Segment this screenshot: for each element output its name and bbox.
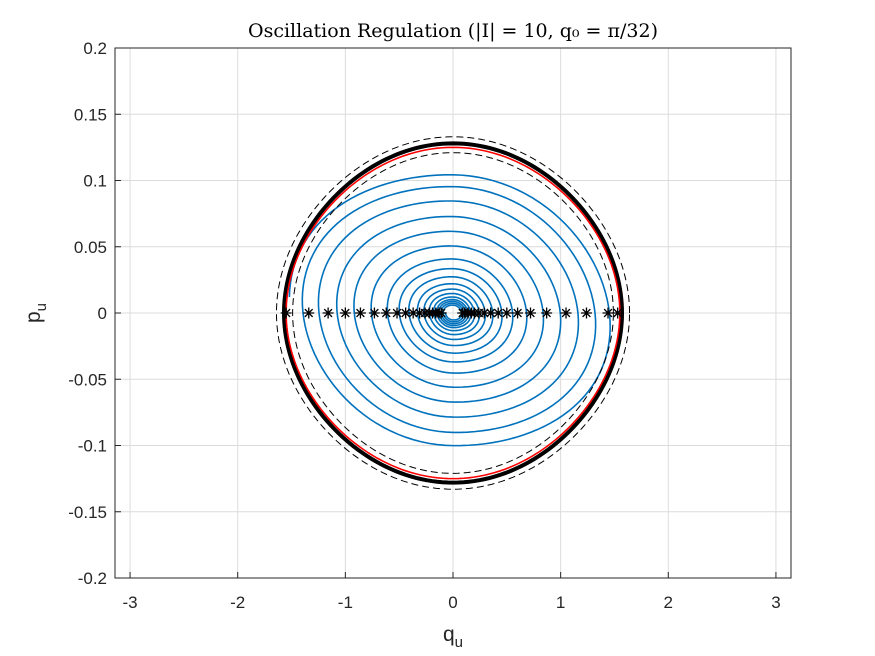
y-axis-label-main: p <box>22 311 45 323</box>
y-tick-label: -0.15 <box>68 503 107 522</box>
crossing-marker <box>400 307 412 319</box>
plot-area <box>275 136 631 490</box>
ticks: -3 -2 -1 0 1 2 3 0.2 0.15 0.1 0.05 0 -0.05 -0.1 -0.15 -… <box>68 39 780 612</box>
crossing-marker <box>478 307 490 319</box>
crossing-marker <box>354 307 366 319</box>
y-axis-label: pu <box>22 303 50 323</box>
crossing-marker <box>485 307 497 319</box>
x-axis-label: qu <box>443 623 463 651</box>
crossing-marker <box>368 307 380 319</box>
x-tick-label: 2 <box>664 593 673 612</box>
x-tick-label: 3 <box>771 593 780 612</box>
crossing-marker <box>501 307 513 319</box>
y-tick-label: -0.2 <box>78 569 107 588</box>
x-axis-label-main: q <box>443 623 455 646</box>
y-tick-label: 0.1 <box>83 172 107 191</box>
y-tick-label: 0.05 <box>74 238 107 257</box>
crossing-marker <box>435 307 447 319</box>
x-tick-label: 1 <box>556 593 565 612</box>
crossing-marker <box>280 307 292 319</box>
y-tick-label: -0.05 <box>68 370 107 389</box>
x-tick-label: -1 <box>338 593 353 612</box>
crossing-marker <box>602 307 614 319</box>
chart-title: Oscillation Regulation (|I| = 10, q₀ = π… <box>248 20 658 42</box>
crossing-marker <box>541 307 553 319</box>
x-tick-label: -3 <box>123 593 138 612</box>
crossing-marker <box>560 307 572 319</box>
crossing-marker <box>303 307 315 319</box>
crossing-marker <box>512 307 524 319</box>
dashed-boundary-curve <box>275 136 631 490</box>
crossing-marker <box>407 307 419 319</box>
crossing-marker <box>322 307 334 319</box>
x-tick-label: -2 <box>230 593 245 612</box>
y-tick-label: 0.15 <box>74 105 107 124</box>
y-tick-label: -0.1 <box>78 437 107 456</box>
crossing-marker <box>339 307 351 319</box>
crossing-marker <box>380 307 392 319</box>
crossing-marker <box>492 307 504 319</box>
crossing-marker <box>580 307 592 319</box>
dashed-boundary-curve <box>292 152 614 474</box>
crossing-marker <box>525 307 536 319</box>
y-axis-label-subscript: u <box>33 303 50 311</box>
x-axis-label-subscript: u <box>455 634 463 651</box>
crossing-marker <box>612 307 624 319</box>
x-tick-label: 0 <box>448 593 457 612</box>
spiral-trajectory <box>288 173 611 447</box>
y-tick-label: 0 <box>98 304 107 323</box>
y-tick-label: 0.2 <box>83 39 107 58</box>
crossing-marker <box>391 307 403 319</box>
